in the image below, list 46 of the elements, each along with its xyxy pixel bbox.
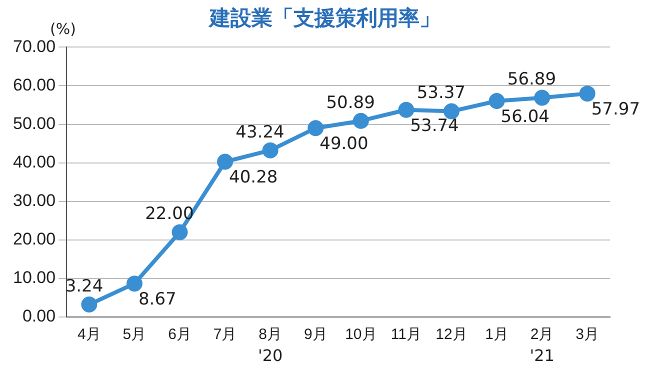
y-tick-label: 70.00 [12,36,56,56]
point [262,142,278,158]
point [308,120,324,136]
data-label: 40.28 [229,168,278,188]
data-label: 56.04 [500,106,550,127]
y-tick-label: 20.00 [12,230,56,249]
x-tick-label: 9月 [304,326,328,344]
data-label: 50.89 [326,92,375,113]
text: '20 [258,346,283,366]
point [217,154,234,170]
data-label: 56.89 [507,70,556,90]
y-axis-title: (%) [50,20,76,38]
point [443,103,460,120]
data-label: 43.24 [236,122,284,142]
y-tick-label: 60.00 [12,75,56,94]
data-label: 53.74 [410,116,459,136]
x-tick-label: 3月 [576,326,600,344]
y-tick-label: 10.00 [12,268,56,288]
x-tick-label: 11月 [390,326,422,344]
x-tick-label: 12月 [436,326,468,344]
data-label: 57.97 [591,99,640,120]
point [81,296,98,313]
point [534,90,550,106]
x-tick-label: 5月 [122,326,146,344]
x-tick-label: 2月 [530,326,554,344]
point [488,93,505,110]
y-tick-label: 40.00 [12,152,56,172]
point [398,102,414,118]
x-tick-label: 6月 [168,326,192,344]
point [579,86,596,102]
x-tick-label: 10月 [345,326,377,344]
y-tick-label: 50.00 [12,114,56,133]
x-tick-label: 7月 [213,326,237,344]
data-label: 53.37 [416,83,466,104]
x-tick-label: 8月 [258,326,282,344]
data-label: 8.67 [138,290,176,310]
x-tick-label: 1月 [485,326,508,344]
point [352,112,369,129]
point [172,224,188,240]
y-tick-label: 0.00 [22,306,56,326]
text: '21 [530,346,554,366]
y-tick-label: 30.00 [12,191,56,210]
x-tick-label: 4月 [78,326,101,344]
data-label: 49.00 [320,134,368,154]
point [126,276,142,292]
chart-title: 建設業「支援策利用率」 [210,6,440,30]
